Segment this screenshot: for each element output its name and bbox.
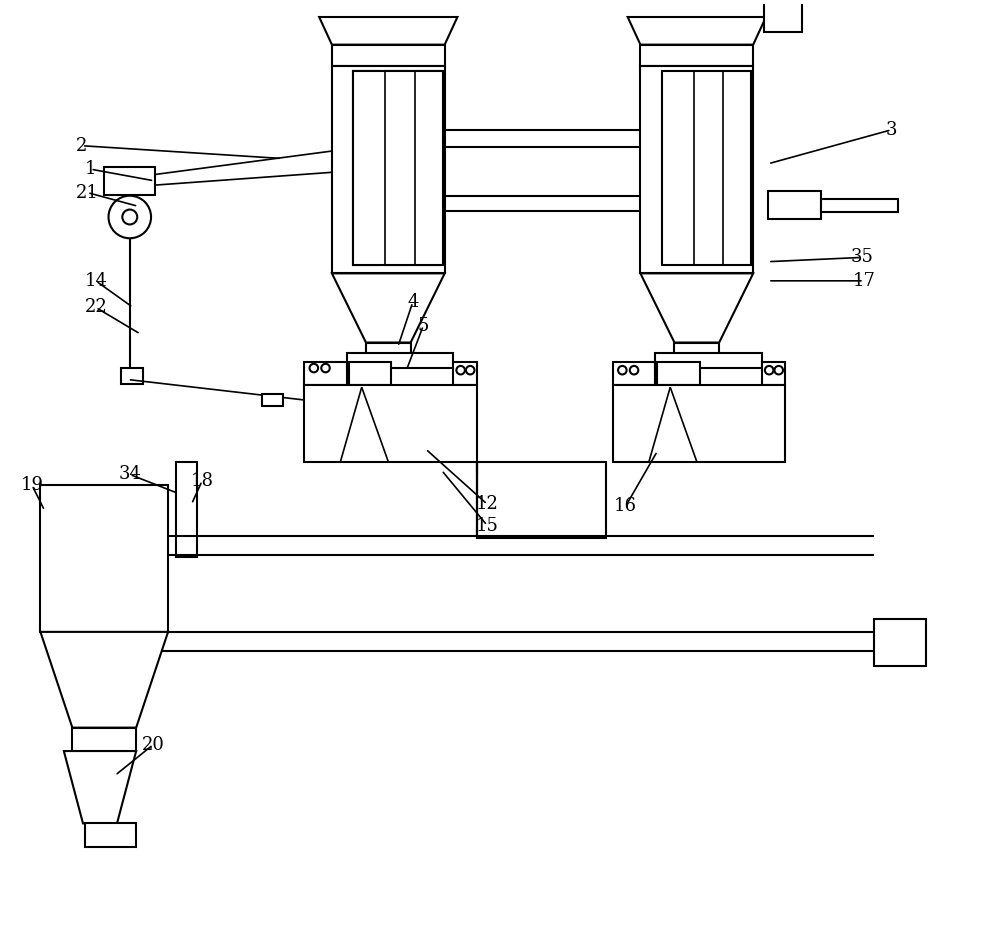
Circle shape xyxy=(122,209,137,224)
Circle shape xyxy=(310,364,318,373)
Bar xyxy=(40,485,168,632)
Text: 2: 2 xyxy=(76,136,88,155)
Bar xyxy=(764,2,802,32)
Polygon shape xyxy=(332,274,445,343)
Text: 17: 17 xyxy=(852,272,875,290)
Text: 20: 20 xyxy=(142,736,165,754)
Bar xyxy=(657,361,700,385)
Bar xyxy=(453,361,477,385)
Polygon shape xyxy=(640,274,753,343)
Text: 14: 14 xyxy=(84,272,107,290)
Text: 35: 35 xyxy=(850,248,873,266)
Text: 3: 3 xyxy=(886,120,897,139)
Bar xyxy=(762,361,785,385)
Bar xyxy=(304,385,477,461)
Bar xyxy=(366,343,411,361)
Bar xyxy=(655,353,762,368)
Text: 1: 1 xyxy=(85,160,96,178)
Bar xyxy=(477,461,606,538)
Text: 4: 4 xyxy=(407,293,418,311)
Bar xyxy=(332,45,445,66)
Bar xyxy=(121,368,143,384)
Bar xyxy=(176,461,197,558)
Bar xyxy=(874,619,926,666)
Bar xyxy=(415,71,441,265)
Polygon shape xyxy=(64,751,136,824)
Text: 12: 12 xyxy=(476,495,499,514)
Bar xyxy=(349,361,391,385)
Text: 16: 16 xyxy=(614,498,637,516)
Bar xyxy=(613,385,785,461)
Bar xyxy=(353,71,380,265)
Text: 18: 18 xyxy=(191,472,214,489)
Bar xyxy=(821,199,898,212)
Bar xyxy=(674,343,719,361)
Bar xyxy=(72,728,136,751)
Circle shape xyxy=(466,366,474,375)
Text: 19: 19 xyxy=(20,476,43,494)
Bar xyxy=(640,45,753,66)
Bar xyxy=(347,353,453,368)
Bar xyxy=(85,824,136,847)
Text: 22: 22 xyxy=(84,299,107,317)
Bar xyxy=(768,191,821,219)
Circle shape xyxy=(765,366,773,375)
Text: 5: 5 xyxy=(418,317,429,334)
Circle shape xyxy=(630,366,638,375)
Polygon shape xyxy=(628,17,766,45)
Circle shape xyxy=(109,196,151,238)
Bar xyxy=(262,393,283,406)
Bar xyxy=(304,361,347,385)
Bar xyxy=(332,66,445,274)
Polygon shape xyxy=(40,632,168,728)
Text: 21: 21 xyxy=(76,184,99,202)
Bar xyxy=(662,71,751,265)
Circle shape xyxy=(456,366,465,375)
Bar xyxy=(104,167,155,194)
Text: 15: 15 xyxy=(476,517,499,534)
Circle shape xyxy=(321,364,330,373)
Bar xyxy=(353,71,443,265)
Text: 34: 34 xyxy=(118,465,141,484)
Polygon shape xyxy=(319,17,457,45)
Bar xyxy=(613,361,655,385)
Bar xyxy=(640,66,753,274)
Circle shape xyxy=(618,366,627,375)
Bar xyxy=(385,71,412,265)
Circle shape xyxy=(774,366,783,375)
